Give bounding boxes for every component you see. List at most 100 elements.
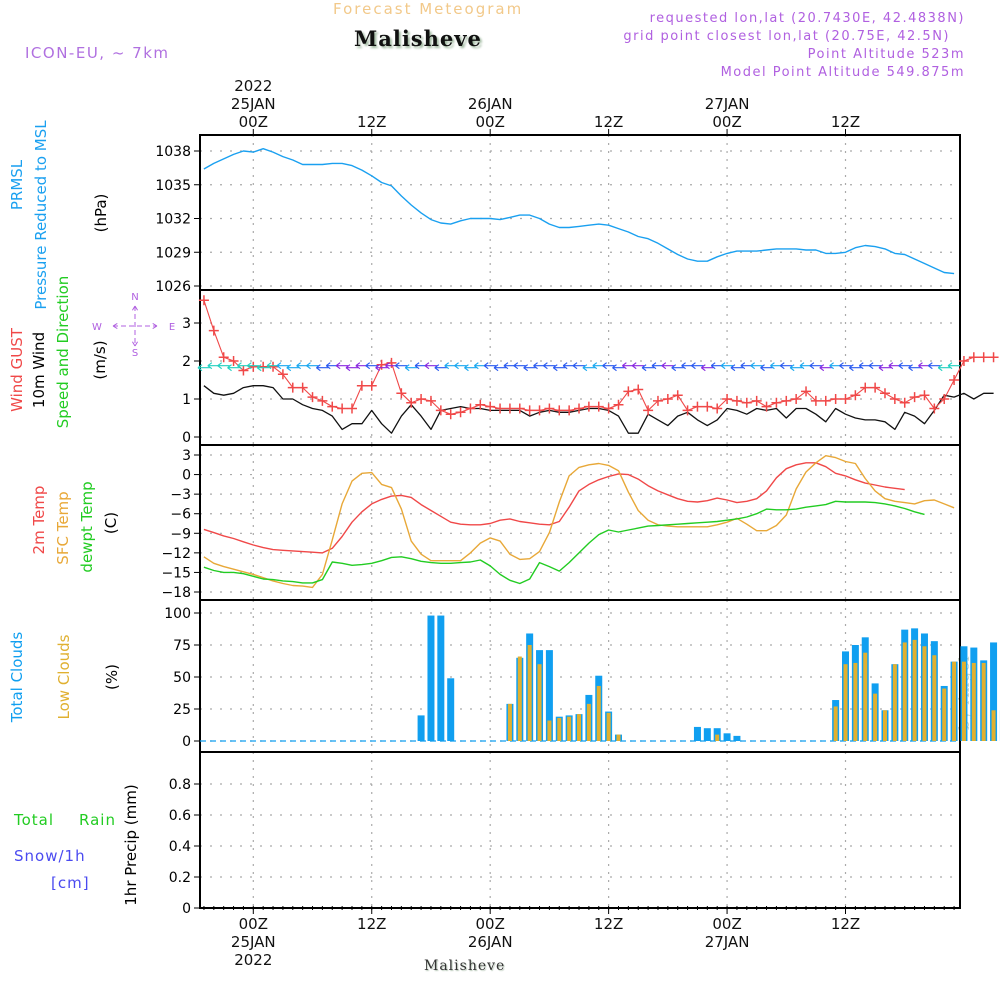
x-tick-label-bottom: 12Z bbox=[594, 915, 623, 933]
precip-axis-label: 1hr Precip (mm) bbox=[122, 784, 140, 905]
gust-marker bbox=[198, 295, 209, 306]
low-cloud-bar bbox=[863, 652, 868, 741]
wind-direction-arrow bbox=[375, 364, 388, 372]
gust-marker bbox=[761, 401, 772, 412]
wind-direction-arrow bbox=[750, 362, 763, 370]
gust-marker bbox=[949, 375, 960, 385]
wind-direction-arrow bbox=[424, 362, 437, 370]
gust-marker bbox=[978, 352, 989, 363]
gust-marker bbox=[524, 405, 535, 416]
gust-marker bbox=[396, 388, 407, 399]
gust-marker bbox=[613, 399, 624, 410]
gust-marker bbox=[741, 397, 752, 408]
wind-direction-arrow bbox=[197, 364, 210, 372]
x-tick-label-top: 12Z bbox=[594, 113, 623, 131]
x-tick-label-top: 12Z bbox=[831, 113, 860, 131]
wind-direction-arrow bbox=[730, 364, 743, 372]
gust-marker bbox=[356, 380, 367, 391]
wind-direction-arrow bbox=[464, 364, 477, 372]
y-tick-label: 100 bbox=[164, 606, 191, 622]
gust-marker bbox=[820, 395, 831, 406]
y-tick-label: 3 bbox=[182, 448, 191, 464]
gust-marker bbox=[297, 382, 308, 393]
low-cloud-bar bbox=[882, 710, 887, 741]
dewpoint-line bbox=[203, 500, 925, 585]
wind-direction-arrow bbox=[878, 364, 891, 372]
gust-marker bbox=[879, 388, 890, 399]
wind-direction-arrow bbox=[908, 364, 921, 372]
x-tick-label-bottom: 25JAN bbox=[231, 933, 276, 951]
gust-marker bbox=[731, 395, 742, 406]
wind-direction-arrow bbox=[700, 364, 714, 372]
x-tick-label-bottom: 00Z bbox=[239, 915, 268, 933]
y-tick-label: 1032 bbox=[155, 212, 191, 228]
wind-direction-arrow bbox=[602, 362, 615, 370]
low-cloud-bar bbox=[892, 664, 897, 741]
low-clouds-label: Low Clouds bbox=[55, 634, 73, 719]
gust-marker bbox=[633, 384, 644, 395]
gust-marker bbox=[643, 405, 654, 416]
wind-direction-arrow bbox=[641, 364, 655, 372]
dewpoint-label: dewpt Temp bbox=[78, 481, 96, 572]
gust-marker bbox=[277, 369, 288, 380]
gust-marker bbox=[337, 403, 348, 414]
y-tick-label: 50 bbox=[173, 670, 191, 686]
wind-direction-arrow bbox=[898, 362, 911, 370]
compass-w: W bbox=[92, 322, 102, 333]
x-tick-label-bottom: 00Z bbox=[712, 915, 741, 933]
wind-gust-label: Wind GUST bbox=[8, 327, 26, 412]
y-tick-label: 1 bbox=[182, 392, 191, 408]
gust-marker bbox=[307, 392, 318, 403]
gust-marker bbox=[988, 352, 999, 363]
y-tick-label: −9 bbox=[170, 526, 191, 542]
low-cloud-bar bbox=[952, 661, 957, 741]
gust-marker bbox=[386, 357, 397, 368]
low-cloud-bar bbox=[577, 714, 582, 741]
wind-direction-arrow bbox=[691, 362, 704, 370]
gust-marker bbox=[317, 395, 328, 406]
low-cloud-bar bbox=[527, 645, 532, 741]
gust-marker bbox=[593, 401, 604, 412]
gust-marker bbox=[208, 325, 219, 336]
low-cloud-bar bbox=[902, 642, 907, 741]
low-cloud-bar bbox=[517, 656, 522, 741]
gust-marker bbox=[544, 403, 555, 414]
x-tick-label-top: 12Z bbox=[357, 113, 386, 131]
y-tick-label: −15 bbox=[161, 565, 191, 581]
gust-marker bbox=[554, 405, 565, 416]
gust-marker bbox=[919, 390, 930, 401]
gust-marker bbox=[781, 395, 792, 406]
wind-direction-arrow bbox=[572, 362, 586, 370]
low-cloud-bar bbox=[507, 703, 512, 741]
total-cloud-bar bbox=[437, 615, 445, 741]
y-tick-label: −3 bbox=[170, 487, 191, 503]
wind-direction-arrow bbox=[809, 362, 822, 370]
gust-marker bbox=[238, 365, 249, 376]
wind-direction-arrow bbox=[760, 364, 773, 372]
gust-marker bbox=[514, 403, 525, 414]
total-cloud-bar bbox=[723, 733, 731, 741]
gust-marker bbox=[435, 405, 446, 416]
wind-direction-arrow bbox=[493, 364, 507, 372]
y-tick-label: 2 bbox=[182, 354, 191, 370]
gust-marker bbox=[712, 403, 723, 414]
wind-direction-arrow bbox=[276, 362, 289, 370]
x-tick-label-bottom: 26JAN bbox=[468, 933, 513, 951]
gust-marker bbox=[564, 405, 575, 416]
gust-marker bbox=[840, 394, 851, 404]
gust-marker bbox=[327, 401, 338, 412]
wind-direction-arrow bbox=[937, 364, 951, 372]
wind-direction-arrow bbox=[849, 364, 862, 372]
total-cloud-bar bbox=[447, 678, 455, 741]
low-cloud-bar bbox=[616, 734, 621, 741]
low-cloud-bar bbox=[873, 693, 878, 741]
low-cloud-bar bbox=[586, 703, 591, 741]
wind-direction-arrow bbox=[631, 362, 645, 370]
wind-direction-arrow bbox=[335, 362, 349, 370]
wind-direction-arrow bbox=[582, 364, 595, 372]
temp-2m-label: 2m Temp bbox=[30, 486, 48, 555]
y-tick-label: 0 bbox=[182, 430, 191, 446]
panel-frame bbox=[199, 134, 961, 291]
y-tick-label: 3 bbox=[182, 316, 191, 332]
